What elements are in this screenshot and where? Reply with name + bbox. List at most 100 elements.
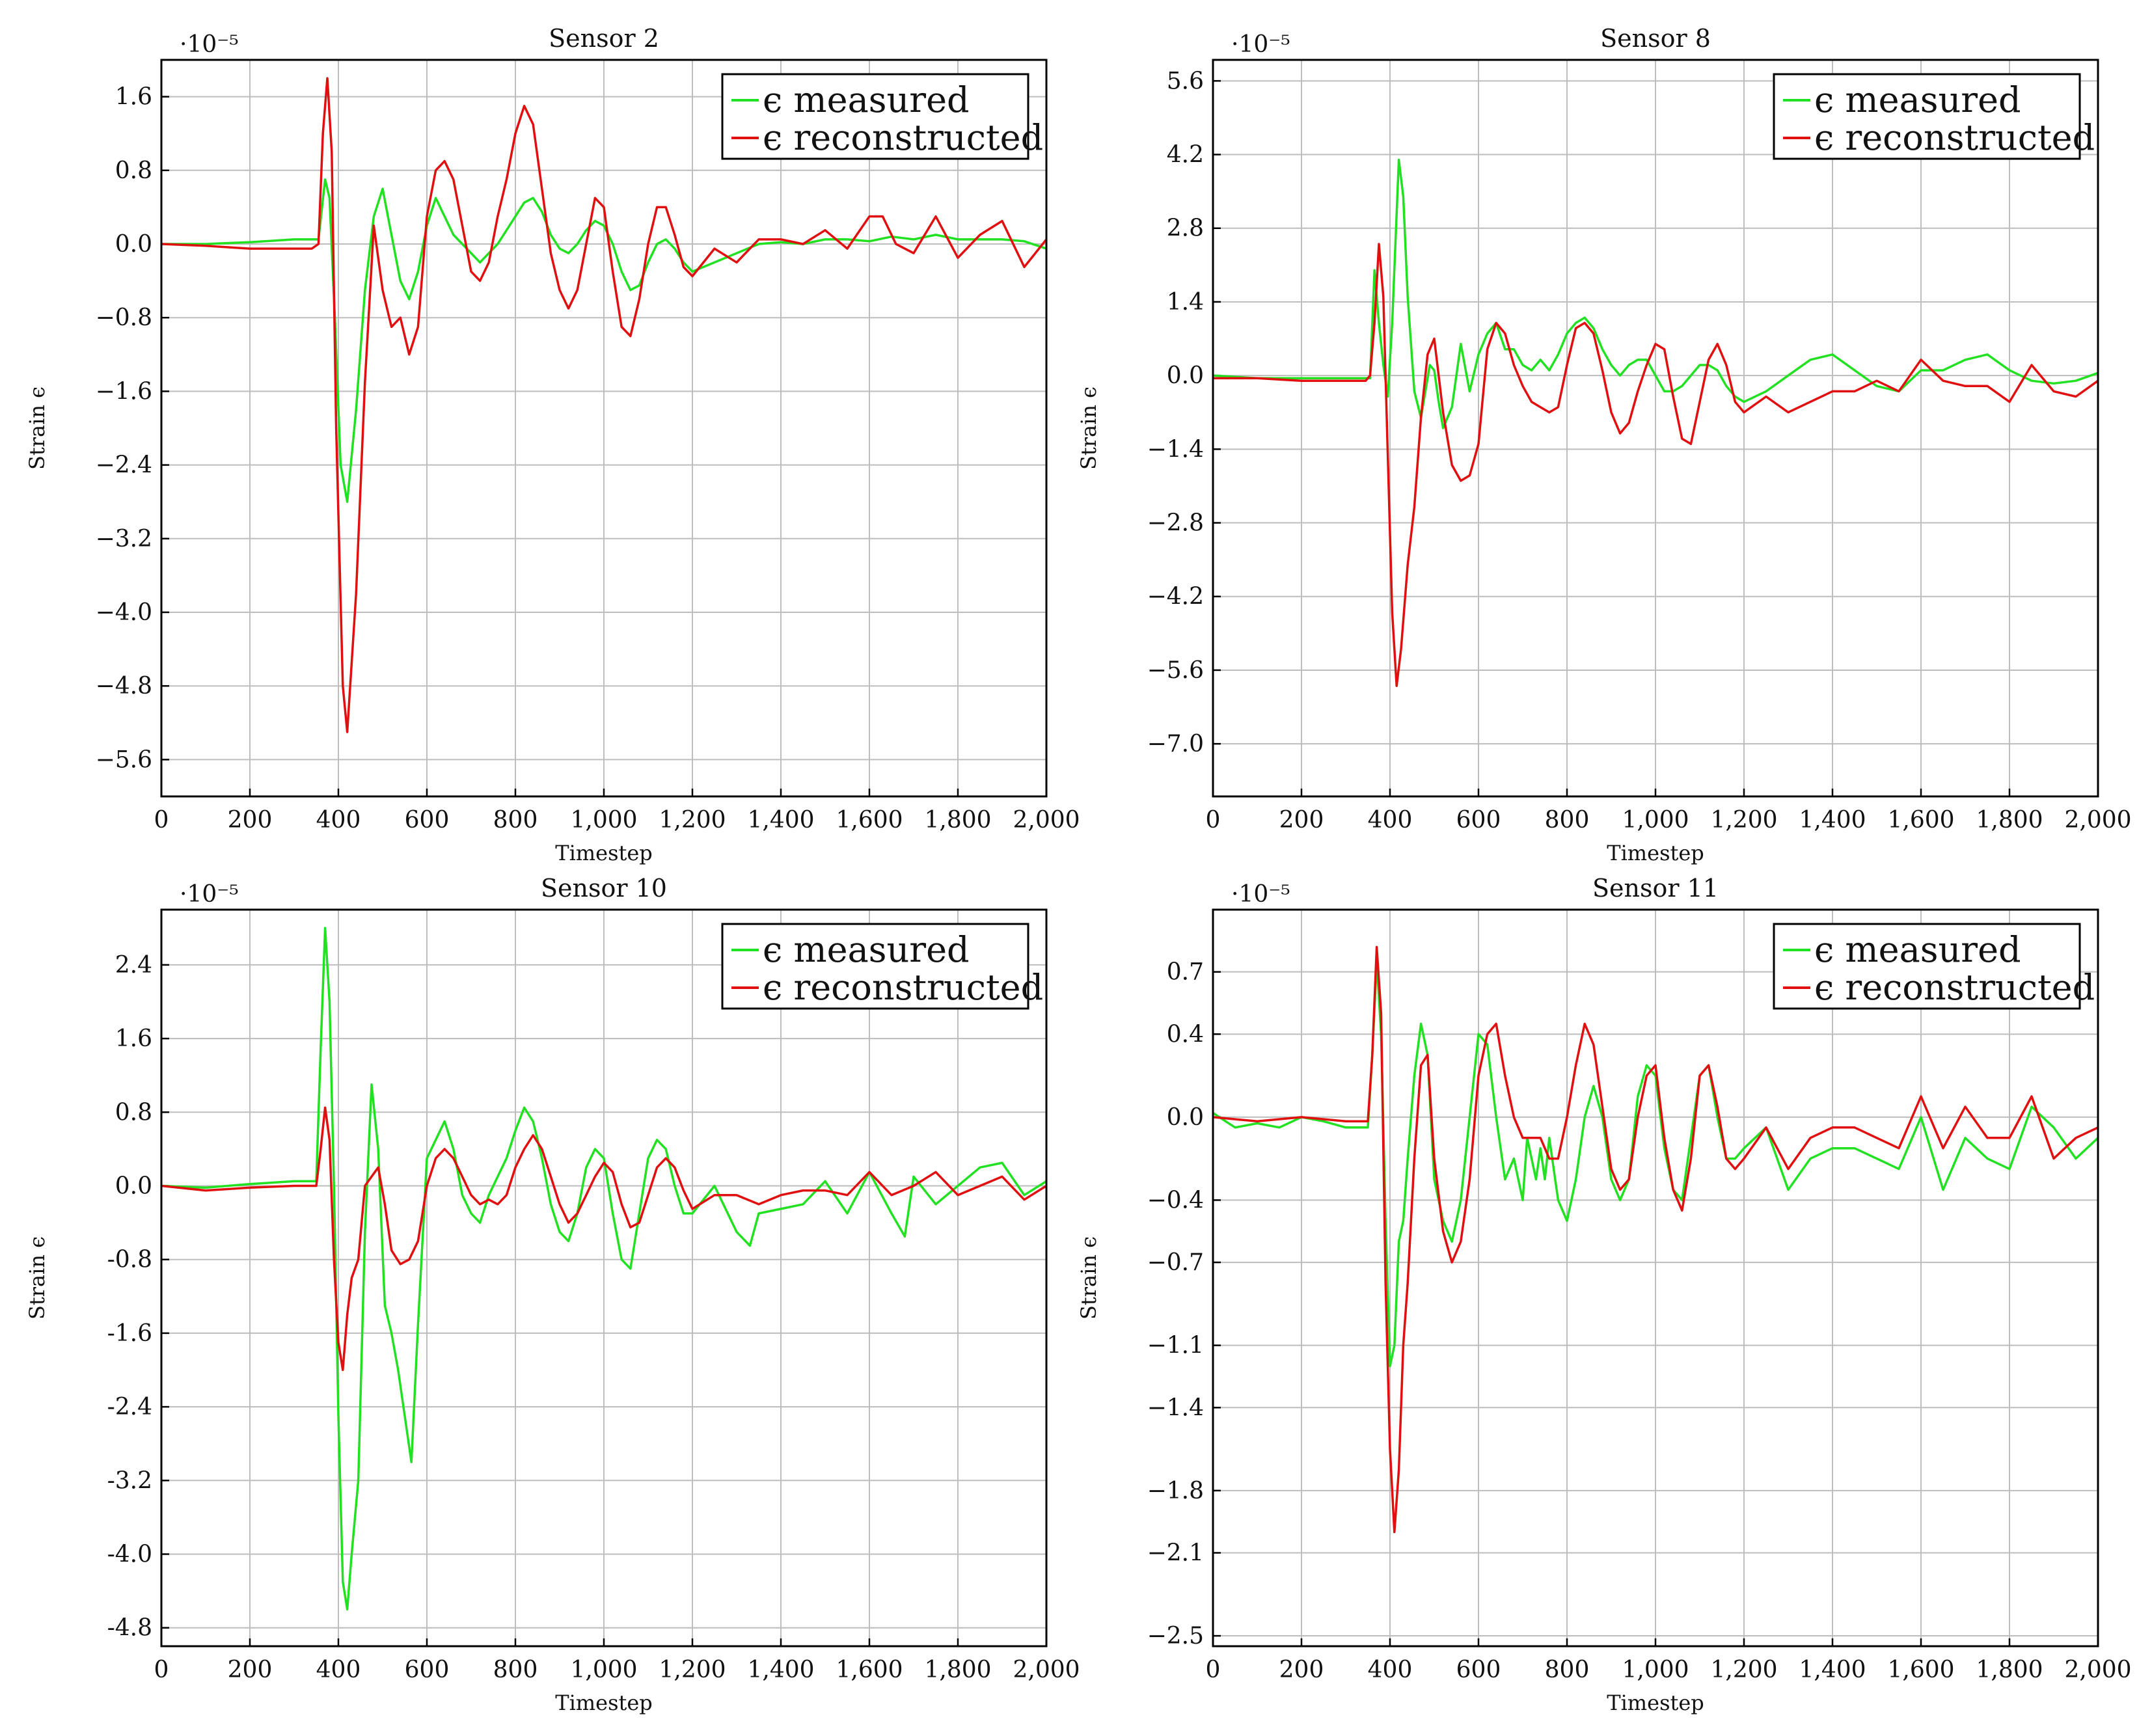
y-tick-label: −5.6 [1147, 657, 1204, 684]
y-axis-label: Strain ϵ [1076, 1236, 1101, 1320]
y-tick-label: −1.6 [96, 378, 152, 405]
x-tick-label: 1,400 [747, 1657, 814, 1683]
x-tick-label: 200 [228, 807, 273, 834]
y-tick-label: −5.6 [96, 746, 152, 773]
x-tick-label: 200 [1279, 807, 1324, 834]
legend-label: ϵ reconstructed [1814, 117, 2095, 158]
y-tick-label: −4.0 [96, 599, 152, 626]
x-tick-label: 1,200 [659, 807, 726, 834]
x-tick-label: 1,400 [1799, 1657, 1866, 1683]
chart-title: Sensor 8 [1600, 24, 1711, 53]
y-axis-label: Strain ϵ [1076, 387, 1101, 470]
chart-title: Sensor 11 [1592, 874, 1719, 902]
y-tick-label: 1.6 [115, 84, 152, 111]
x-tick-label: 400 [1368, 807, 1413, 834]
x-tick-label: 1,000 [1622, 807, 1689, 834]
y-tick-label: 0.7 [1167, 959, 1204, 986]
chart-title: Sensor 10 [541, 874, 667, 902]
y-tick-label: -3.2 [107, 1467, 152, 1494]
x-tick-label: 2,000 [1013, 807, 1080, 834]
plot-frame [160, 908, 1048, 1648]
x-tick-label: 1,800 [924, 1657, 991, 1683]
y-tick-label: −0.4 [1147, 1187, 1204, 1214]
x-tick-label: 600 [405, 807, 450, 834]
plot-frame [160, 59, 1048, 798]
y-tick-label: −0.8 [96, 305, 152, 331]
y-tick-label: −1.8 [1147, 1478, 1204, 1504]
scale-label: ·10⁻⁵ [180, 31, 239, 58]
x-tick-label: 200 [228, 1657, 273, 1683]
series-measured-line [161, 927, 1046, 1611]
x-tick-label: 800 [493, 807, 538, 834]
y-tick-label: −2.1 [1147, 1540, 1204, 1567]
y-axis-label: Strain ϵ [25, 387, 49, 470]
x-tick-label: 800 [1545, 807, 1590, 834]
y-tick-label: 2.8 [1167, 215, 1204, 242]
y-tick-label: 0.8 [115, 157, 152, 184]
chart-panel-1: 0 200 400 600 800 1,000 1,200 1,400 1,600 1,800 2,… [1076, 24, 2132, 865]
legend-label: ϵ measured [763, 79, 970, 120]
x-tick-label: 600 [1456, 807, 1501, 834]
y-tick-label: −7.0 [1147, 731, 1204, 757]
x-tick-label: 400 [316, 1657, 361, 1683]
legend-box [1773, 73, 2081, 160]
x-axis-label: Timestep [1607, 1690, 1704, 1715]
y-tick-label: -1.6 [107, 1320, 152, 1347]
plot-frame [1212, 908, 2099, 1648]
y-tick-label: −4.2 [1147, 584, 1204, 610]
series-reconstructed-line [1213, 243, 2098, 687]
legend-box [721, 923, 1029, 1010]
y-tick-label: −0.7 [1147, 1249, 1204, 1276]
x-tick-label: 2,000 [1013, 1657, 1080, 1683]
y-tick-label: −1.4 [1147, 436, 1204, 463]
y-tick-label: -2.4 [107, 1394, 152, 1420]
x-tick-label: 600 [1456, 1657, 1501, 1683]
legend-label: ϵ measured [1814, 929, 2021, 970]
y-tick-label: 5.6 [1167, 68, 1204, 94]
x-tick-label: 0 [1206, 1657, 1221, 1683]
x-axis-label: Timestep [555, 1690, 653, 1715]
y-tick-label: 1.4 [1167, 289, 1204, 316]
y-tick-label: 4.2 [1167, 142, 1204, 169]
x-tick-label: 1,000 [1622, 1657, 1689, 1683]
x-tick-label: 200 [1279, 1657, 1324, 1683]
legend-box [721, 73, 1029, 160]
x-tick-label: 1,400 [747, 807, 814, 834]
x-tick-label: 1,800 [1976, 807, 2043, 834]
y-tick-label: −2.5 [1147, 1623, 1204, 1649]
y-tick-label: 0.0 [115, 1173, 152, 1200]
x-tick-label: 400 [1368, 1657, 1413, 1683]
x-tick-label: 1,000 [570, 1657, 637, 1683]
x-tick-label: 1,200 [1710, 807, 1777, 834]
x-tick-label: 1,400 [1799, 807, 1866, 834]
plot-frame [1212, 59, 2099, 798]
y-tick-label: 0.0 [1167, 1104, 1204, 1131]
y-tick-label: 1.6 [115, 1025, 152, 1052]
legend-label: ϵ reconstructed [763, 117, 1043, 158]
y-tick-label: 2.4 [115, 952, 152, 979]
x-tick-label: 800 [493, 1657, 538, 1683]
chart-panel-0: 0 200 400 600 800 1,000 1,200 1,400 1,600 1,800 2,… [25, 24, 1080, 865]
y-tick-label: −2.4 [96, 452, 152, 479]
series-reconstructed-line [161, 1106, 1046, 1372]
x-tick-label: 0 [154, 1657, 169, 1683]
legend-label: ϵ reconstructed [1814, 967, 2095, 1008]
x-tick-label: 1,600 [836, 807, 903, 834]
y-tick-label: 0.4 [1167, 1021, 1204, 1048]
x-tick-label: 400 [316, 807, 361, 834]
x-tick-label: 1,800 [924, 807, 991, 834]
x-axis-label: Timestep [1607, 841, 1704, 865]
x-tick-label: 2,000 [2064, 807, 2131, 834]
y-tick-label: -4.8 [107, 1615, 152, 1642]
y-tick-label: −1.4 [1147, 1394, 1204, 1421]
scale-label: ·10⁻⁵ [1231, 31, 1290, 58]
x-tick-label: 1,600 [836, 1657, 903, 1683]
x-tick-label: 2,000 [2064, 1657, 2131, 1683]
chart-panel-2: 0 200 400 600 800 1,000 1,200 1,400 1,600 1,800 2,… [25, 874, 1080, 1715]
y-tick-label: −2.8 [1147, 510, 1204, 537]
y-tick-label: 0.0 [115, 231, 152, 258]
x-tick-label: 1,000 [570, 807, 637, 834]
